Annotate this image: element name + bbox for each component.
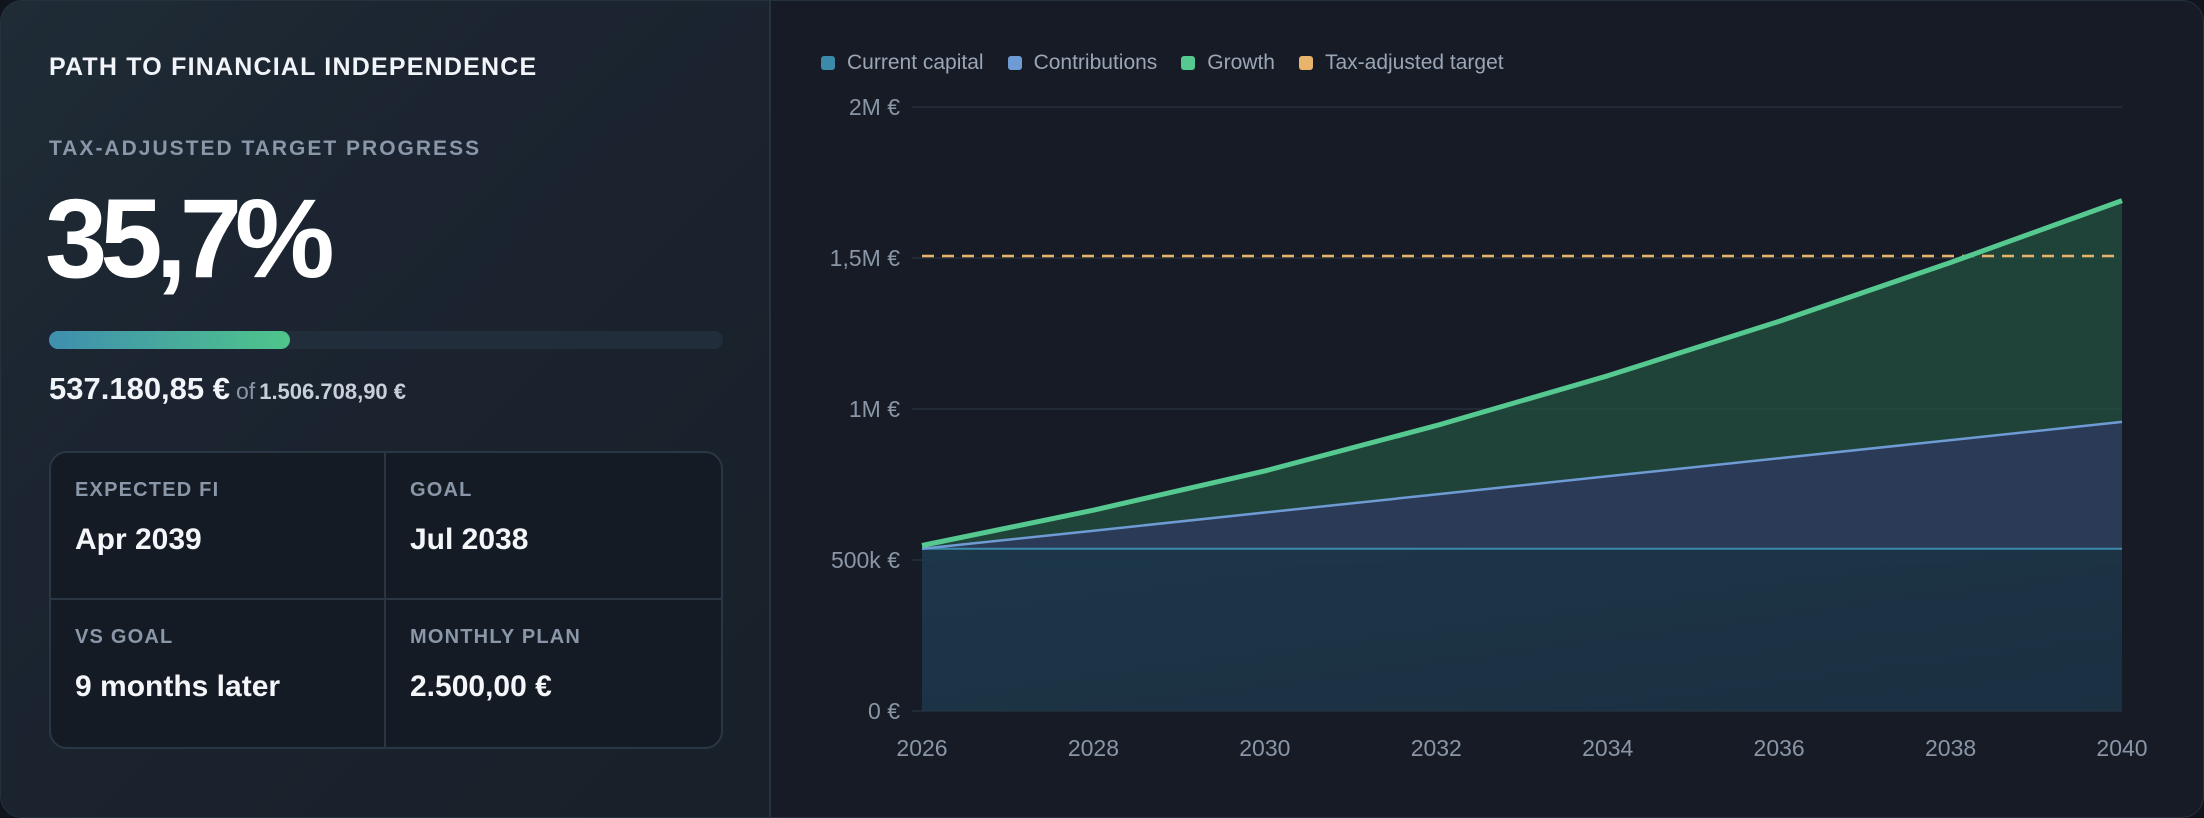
y-tick-label: 1,5M € — [830, 245, 901, 271]
legend-swatch — [1298, 56, 1313, 70]
kpi-value: 35,7% — [45, 176, 335, 301]
legend-target[interactable]: Tax-adjusted target — [1298, 51, 1504, 75]
area-current-capital — [922, 548, 2122, 711]
legend-swatch — [1181, 56, 1196, 70]
legend-label: Current capital — [847, 51, 984, 74]
x-tick-label: 2036 — [1754, 735, 1805, 761]
target-amount: 1.506.708,90 € — [259, 379, 407, 404]
legend-swatch — [1007, 56, 1022, 70]
chart-panel: Current capital Contributions Growth Tax… — [773, 1, 2203, 817]
progress-bar-fill — [49, 331, 290, 349]
kpi-label: TAX-ADJUSTED TARGET PROGRESS — [49, 137, 482, 160]
legend-label: Tax-adjusted target — [1324, 51, 1504, 74]
legend-contributions[interactable]: Contributions — [1007, 51, 1158, 75]
summary-panel: PATH TO FINANCIAL INDEPENDENCE TAX-ADJUS… — [1, 1, 771, 817]
area-growth — [922, 200, 2122, 549]
x-tick-label: 2028 — [1068, 735, 1119, 761]
stat-goal: GOAL Jul 2038 — [386, 453, 721, 600]
stat-label: VS GOAL — [75, 626, 174, 648]
current-amount: 537.180,85 € — [49, 371, 231, 406]
x-tick-label: 2034 — [1582, 735, 1633, 761]
x-tick-label: 2030 — [1239, 735, 1290, 761]
y-tick-label: 500k € — [831, 547, 900, 573]
stats-grid: EXPECTED FI Apr 2039 GOAL Jul 2038 VS GO… — [49, 451, 723, 749]
x-tick-label: 2026 — [896, 735, 947, 761]
y-tick-label: 1M € — [849, 396, 900, 422]
line-contributions — [921, 420, 2123, 551]
stat-expected-fi: EXPECTED FI Apr 2039 — [51, 453, 386, 600]
amount-summary: 537.180,85 € of 1.506.708,90 € — [49, 371, 406, 407]
line-growth — [921, 198, 2123, 548]
stat-value: 2.500,00 € — [410, 670, 552, 703]
stat-label: GOAL — [410, 479, 473, 501]
stat-value: 9 months later — [75, 670, 281, 703]
legend-swatch — [821, 56, 835, 70]
stat-label: EXPECTED FI — [75, 479, 220, 501]
stat-value: Apr 2039 — [75, 523, 202, 556]
chart-legend: Current capital Contributions Growth Tax… — [821, 51, 1504, 75]
stat-label: MONTHLY PLAN — [410, 626, 582, 648]
progress-bar — [49, 331, 723, 349]
of-label: of — [236, 378, 256, 404]
fi-projection-chart: 0 € 500k € 1M € 1,5M € 2M € 2026 2028 2030 2032 2… — [830, 94, 2148, 761]
stat-monthly-plan: MONTHLY PLAN 2.500,00 € — [386, 600, 721, 747]
stat-vs-goal: VS GOAL 9 months later — [51, 600, 386, 747]
x-tick-label: 2032 — [1411, 735, 1462, 761]
y-tick-label: 0 € — [868, 698, 900, 724]
x-tick-label: 2038 — [1925, 735, 1976, 761]
legend-current-capital[interactable]: Current capital — [821, 51, 984, 75]
legend-growth[interactable]: Growth — [1181, 51, 1275, 75]
legend-label: Growth — [1207, 51, 1275, 74]
stat-value: Jul 2038 — [410, 523, 529, 556]
card-title: PATH TO FINANCIAL INDEPENDENCE — [49, 53, 538, 81]
y-tick-label: 2M € — [849, 94, 900, 120]
x-tick-label: 2040 — [2096, 735, 2147, 761]
legend-label: Contributions — [1033, 51, 1158, 74]
